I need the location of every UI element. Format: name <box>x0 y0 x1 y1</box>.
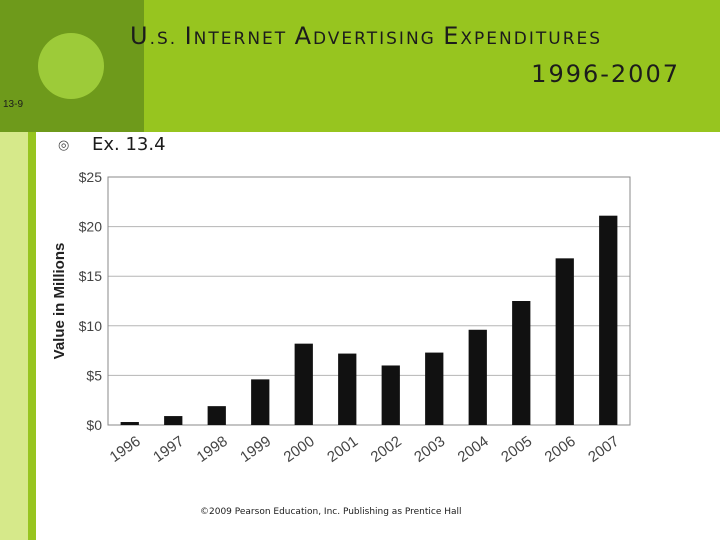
title-part: XPENDITURES <box>460 29 603 49</box>
y-tick-label: $15 <box>79 268 103 284</box>
bar <box>599 215 618 425</box>
bar <box>164 416 183 425</box>
bar <box>555 258 574 425</box>
plot-frame <box>107 176 631 426</box>
y-axis-label: Value in Millions <box>51 243 68 360</box>
x-tick-label: 1996 <box>107 433 144 466</box>
slide-title-years: 1996-2007 <box>531 60 680 88</box>
bar <box>338 353 357 425</box>
x-tick-label: 1999 <box>237 433 274 466</box>
left-accent-strip <box>0 132 28 540</box>
decorative-circle <box>38 33 104 99</box>
chart-container: $0 $5 $10 $15 $20 $25 1996 1997 1998 1999 2000 2001… <box>46 166 636 473</box>
bar-chart: $0 $5 $10 $15 $20 $25 1996 1997 1998 1999 2000 2001… <box>51 169 631 466</box>
bullet-text: Ex. 13.4 <box>92 134 166 155</box>
title-part: I <box>184 22 194 50</box>
title-part: DVERTISING <box>313 29 444 49</box>
x-tick-label: 2001 <box>324 433 361 466</box>
slide-title: U.S. INTERNET ADVERTISING EXPENDITURES <box>130 22 690 50</box>
bar <box>468 329 487 425</box>
copyright-notice: ©2009 Pearson Education, Inc. Publishing… <box>200 507 462 517</box>
y-tick-label: $20 <box>79 219 103 235</box>
x-tick-label: 2002 <box>368 433 405 466</box>
bar <box>120 422 139 425</box>
bar <box>381 365 400 425</box>
left-accent-edge <box>28 132 36 540</box>
bar <box>425 352 444 425</box>
y-tick-label: $5 <box>86 367 102 383</box>
title-part: U <box>130 22 150 50</box>
target-bullet-icon: ◎ <box>58 138 70 153</box>
x-tick-label: 2004 <box>455 433 492 466</box>
title-part: NTERNET <box>193 29 295 49</box>
y-tick-label: $10 <box>79 318 103 334</box>
y-tick-label: $25 <box>79 169 103 185</box>
x-tick-label: 2007 <box>585 433 622 466</box>
title-part: .S. <box>149 29 185 49</box>
y-tick-label: $0 <box>86 417 102 433</box>
bar <box>512 301 531 425</box>
title-part: E <box>443 22 461 50</box>
slide-number: 13-9 <box>3 99 24 110</box>
x-tick-label: 1997 <box>150 433 187 466</box>
x-tick-label: 1998 <box>194 433 231 466</box>
bar <box>294 343 313 425</box>
bar <box>207 406 226 425</box>
x-tick-label: 2003 <box>411 433 448 466</box>
x-tick-label: 2000 <box>281 433 318 466</box>
bar <box>251 379 270 425</box>
x-tick-label: 2006 <box>542 433 579 466</box>
title-part: A <box>294 22 313 50</box>
x-tick-label: 2005 <box>498 433 535 466</box>
